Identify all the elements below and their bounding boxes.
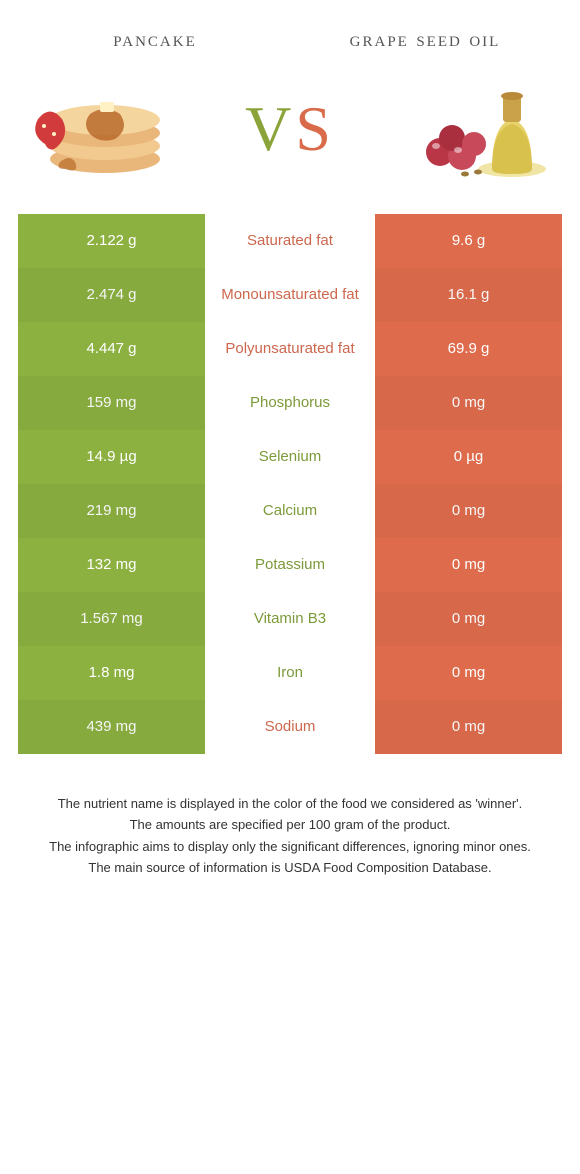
nutrient-name: Vitamin B3 — [205, 592, 375, 646]
nutrient-name: Saturated fat — [205, 214, 375, 268]
vs-label: VS — [245, 92, 335, 166]
left-value: 132 mg — [18, 538, 205, 592]
left-value: 1.8 mg — [18, 646, 205, 700]
grape-seed-oil-illustration — [400, 74, 560, 184]
left-value: 439 mg — [18, 700, 205, 754]
title-left: pancake — [40, 25, 270, 54]
left-value: 4.447 g — [18, 322, 205, 376]
left-value: 159 mg — [18, 376, 205, 430]
right-value: 0 mg — [375, 646, 562, 700]
pancake-illustration — [20, 74, 180, 184]
right-value: 0 µg — [375, 430, 562, 484]
footer-line-1: The nutrient name is displayed in the co… — [30, 794, 550, 814]
nutrient-name: Sodium — [205, 700, 375, 754]
vs-v: V — [245, 93, 295, 164]
right-value: 0 mg — [375, 700, 562, 754]
table-row: 219 mgCalcium0 mg — [18, 484, 562, 538]
table-row: 132 mgPotassium0 mg — [18, 538, 562, 592]
table-row: 1.8 mgIron0 mg — [18, 646, 562, 700]
right-value: 16.1 g — [375, 268, 562, 322]
hero-row: VS — [0, 64, 580, 214]
vs-s: S — [295, 93, 335, 164]
nutrient-name: Iron — [205, 646, 375, 700]
right-value: 0 mg — [375, 484, 562, 538]
nutrient-table: 2.122 gSaturated fat9.6 g2.474 gMonounsa… — [18, 214, 562, 754]
infographic-container: pancake grape seed oil VS — [0, 0, 580, 878]
table-row: 159 mgPhosphorus0 mg — [18, 376, 562, 430]
right-value: 9.6 g — [375, 214, 562, 268]
table-row: 14.9 µgSelenium0 µg — [18, 430, 562, 484]
left-value: 2.474 g — [18, 268, 205, 322]
table-row: 439 mgSodium0 mg — [18, 700, 562, 754]
nutrient-name: Monounsaturated fat — [205, 268, 375, 322]
left-value: 2.122 g — [18, 214, 205, 268]
nutrient-name: Selenium — [205, 430, 375, 484]
right-value: 69.9 g — [375, 322, 562, 376]
right-value: 0 mg — [375, 376, 562, 430]
nutrient-name: Phosphorus — [205, 376, 375, 430]
left-value: 14.9 µg — [18, 430, 205, 484]
table-row: 4.447 gPolyunsaturated fat69.9 g — [18, 322, 562, 376]
left-value: 1.567 mg — [18, 592, 205, 646]
table-row: 2.474 gMonounsaturated fat16.1 g — [18, 268, 562, 322]
footer-line-2: The amounts are specified per 100 gram o… — [30, 815, 550, 835]
nutrient-name: Polyunsaturated fat — [205, 322, 375, 376]
table-row: 2.122 gSaturated fat9.6 g — [18, 214, 562, 268]
footer-line-4: The main source of information is USDA F… — [30, 858, 550, 878]
titles-row: pancake grape seed oil — [0, 0, 580, 64]
title-right: grape seed oil — [310, 25, 540, 54]
right-value: 0 mg — [375, 592, 562, 646]
left-value: 219 mg — [18, 484, 205, 538]
nutrient-name: Potassium — [205, 538, 375, 592]
nutrient-name: Calcium — [205, 484, 375, 538]
table-row: 1.567 mgVitamin B30 mg — [18, 592, 562, 646]
footer-line-3: The infographic aims to display only the… — [30, 837, 550, 857]
right-value: 0 mg — [375, 538, 562, 592]
footer-notes: The nutrient name is displayed in the co… — [0, 754, 580, 878]
